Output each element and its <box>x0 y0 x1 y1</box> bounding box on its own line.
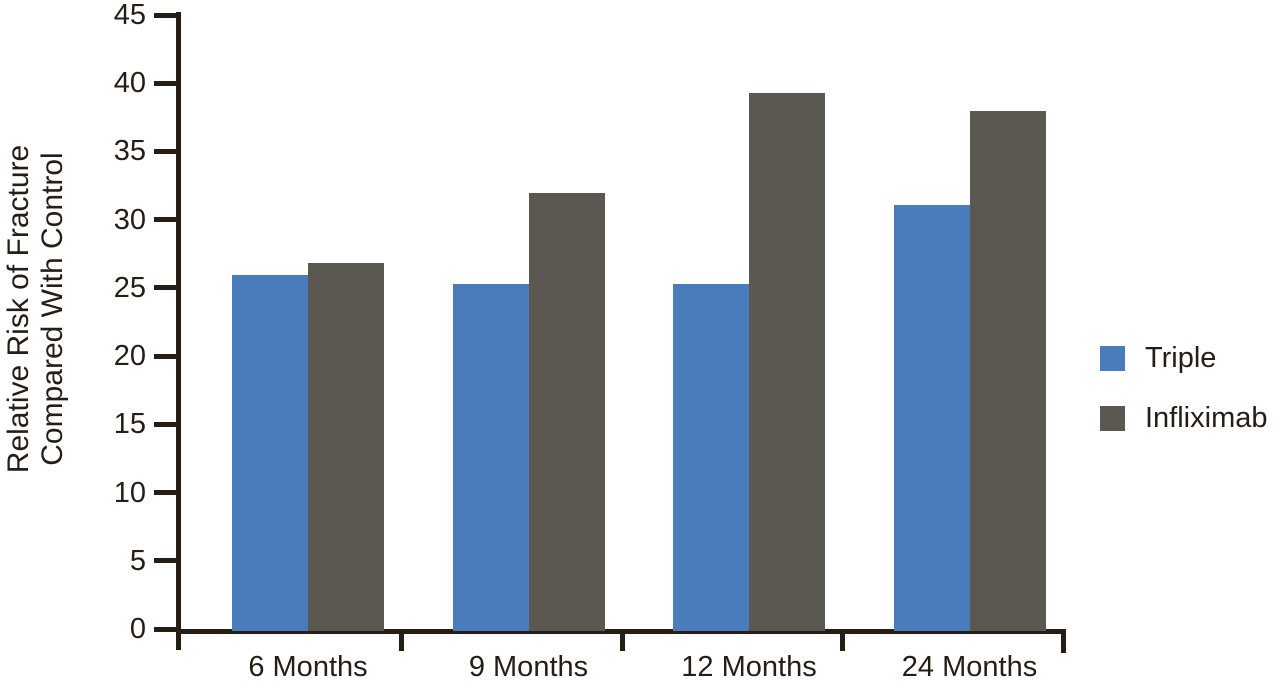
y-tick-label: 35 <box>113 135 146 168</box>
legend-label-triple: Triple <box>1145 342 1217 374</box>
x-tick-mark <box>1060 629 1066 653</box>
y-tick-label: 20 <box>113 340 146 373</box>
bar-infliximab-12-months <box>749 93 825 631</box>
bar-infliximab-6-months <box>308 262 384 631</box>
y-tick-label: 10 <box>113 476 146 509</box>
y-tick-label: 15 <box>113 408 146 441</box>
bar-triple-9-months <box>452 284 529 631</box>
y-tick-label: 40 <box>113 67 146 100</box>
y-tick-mark <box>154 490 176 496</box>
y-tick-mark <box>154 558 176 564</box>
y-tick-mark <box>154 353 176 359</box>
y-tick-mark <box>154 217 176 223</box>
y-tick-mark <box>154 626 176 632</box>
x-tick-mark <box>840 629 845 651</box>
y-tick-label: 30 <box>113 203 146 236</box>
x-tick-mark <box>399 629 404 651</box>
x-category-label: 9 Months <box>468 651 589 683</box>
y-tick-label: 0 <box>129 613 146 645</box>
y-tick-mark <box>154 285 176 291</box>
legend-item-infliximab: Infliximab <box>1100 402 1268 434</box>
legend: Triple Infliximab <box>1100 342 1268 434</box>
legend-swatch-infliximab <box>1100 406 1125 431</box>
x-category-label: 6 Months <box>248 651 368 683</box>
y-tick-label: 45 <box>113 0 146 31</box>
y-axis-line <box>176 12 181 650</box>
bar-triple-12-months <box>673 284 749 631</box>
x-category-label: 24 Months <box>901 651 1038 683</box>
y-tick-label: 5 <box>129 544 146 577</box>
y-tick-mark <box>154 148 176 154</box>
legend-label-infliximab: Infliximab <box>1145 402 1268 434</box>
y-tick-mark <box>154 421 176 427</box>
legend-swatch-triple <box>1100 346 1125 371</box>
bar-infliximab-24-months <box>969 111 1046 631</box>
y-tick-mark <box>154 12 176 18</box>
legend-item-triple: Triple <box>1100 342 1268 374</box>
bar-triple-24-months <box>893 205 970 631</box>
bar-triple-6-months <box>232 274 308 631</box>
y-tick-mark <box>154 80 176 86</box>
x-category-label: 12 Months <box>681 651 817 683</box>
bar-infliximab-9-months <box>528 193 605 631</box>
y-tick-label: 25 <box>113 271 146 304</box>
x-tick-mark <box>619 629 625 651</box>
